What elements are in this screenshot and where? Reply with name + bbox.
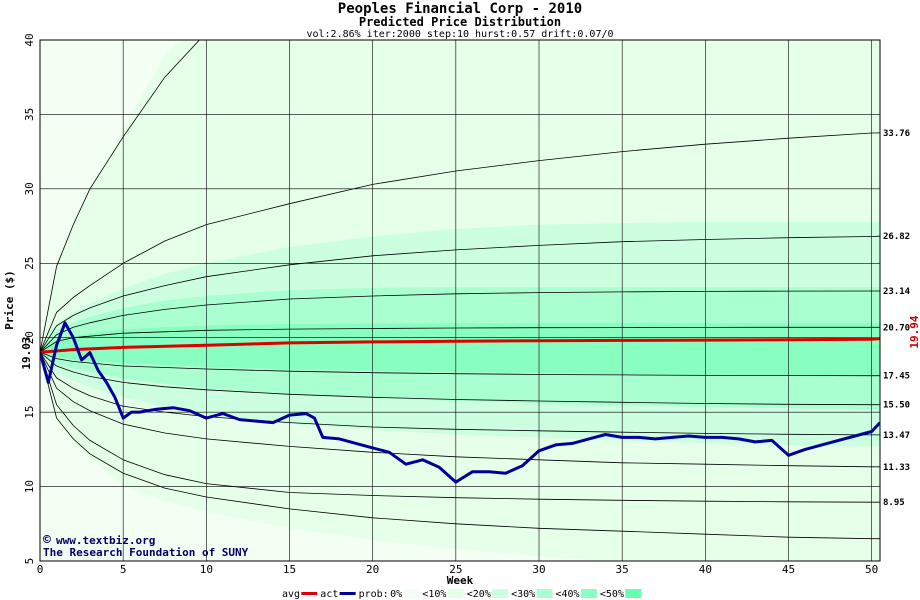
prob-line-4 <box>40 326 880 353</box>
legend-swatch-8 <box>625 589 642 598</box>
right-label-0: 33.76 <box>883 129 910 139</box>
legend-item-8: <50% <box>600 589 624 600</box>
y-tick-25: 25 <box>23 257 36 270</box>
legend-swatch-act <box>339 592 356 595</box>
right-label-4: 17.45 <box>883 372 910 382</box>
end-price-label: 19.94 <box>908 315 920 348</box>
probability-lines <box>40 40 880 540</box>
prob-line-9 <box>40 352 880 540</box>
prob-line-6 <box>40 351 880 406</box>
legend-item-0: avg <box>282 589 300 600</box>
legend-swatch-3 <box>403 589 420 598</box>
credit: © www.textbiz.org The Research Foundatio… <box>43 533 249 559</box>
x-tick-35: 35 <box>616 563 629 576</box>
legend-item-3: 0% <box>390 589 402 600</box>
y-tick-15: 15 <box>23 406 36 419</box>
legend-item-4: <10% <box>422 589 446 600</box>
chart-params: vol:2.86% iter:2000 step:10 hurst:0.57 d… <box>306 29 613 40</box>
right-value-labels: 33.76 26.82 23.14 20.70 17.45 15.50 13.47 11.33… <box>883 129 911 508</box>
x-tick-10: 10 <box>200 563 213 576</box>
right-label-5: 15.50 <box>883 401 910 411</box>
x-tick-labels: 0 5 10 15 20 25 30 35 40 45 50 <box>37 563 879 576</box>
x-tick-0: 0 <box>37 563 44 576</box>
credit-org: The Research Foundation of SUNY <box>43 546 249 559</box>
right-label-8: 8.95 <box>883 498 905 508</box>
y-tick-5: 5 <box>23 558 36 565</box>
probability-bands <box>40 40 880 561</box>
prob-line-1 <box>40 132 880 353</box>
right-label-6: 13.47 <box>883 431 910 441</box>
y-tick-10: 10 <box>23 480 36 493</box>
x-tick-20: 20 <box>366 563 379 576</box>
right-label-2: 23.14 <box>883 287 911 297</box>
prob-line-7 <box>40 351 880 436</box>
right-label-3: 20.70 <box>883 323 910 333</box>
y-tick-30: 30 <box>23 182 36 195</box>
legend-swatch-5 <box>492 589 509 598</box>
legend-swatch-7 <box>580 589 597 598</box>
series-act-line <box>40 321 880 484</box>
x-tick-15: 15 <box>283 563 296 576</box>
legend-swatch-4 <box>447 589 464 598</box>
legend-item-2: prob: <box>359 589 389 600</box>
prob-line-3 <box>40 290 880 353</box>
legend-item-5: <20% <box>467 589 491 600</box>
legend: avg act prob: 0% <10% <20% <30% <40% <50% <box>282 589 642 600</box>
y-tick-labels: 5 10 15 20 25 30 35 40 <box>23 33 36 564</box>
right-label-1: 26.82 <box>883 232 910 242</box>
legend-item-6: <30% <box>511 589 535 600</box>
y-tick-35: 35 <box>23 108 36 121</box>
legend-item-7: <40% <box>556 589 580 600</box>
legend-item-1: act <box>320 589 338 600</box>
series-avg-line <box>40 337 880 354</box>
legend-swatch-avg <box>301 592 318 595</box>
x-tick-25: 25 <box>449 563 462 576</box>
prob-line-2 <box>40 235 880 353</box>
y-axis-label: Price ($) <box>3 270 16 330</box>
copyright-symbol: © <box>43 533 51 548</box>
y-tick-20: 20 <box>23 331 36 344</box>
prob-line-10 <box>40 352 880 503</box>
x-tick-30: 30 <box>532 563 545 576</box>
chart-subtitle: Predicted Price Distribution <box>359 15 561 29</box>
y-tick-40: 40 <box>23 33 36 46</box>
x-tick-45: 45 <box>782 563 795 576</box>
x-tick-50: 50 <box>865 563 878 576</box>
plot-frame <box>39 39 881 562</box>
x-tick-40: 40 <box>699 563 712 576</box>
x-tick-5: 5 <box>120 563 127 576</box>
start-price-label: 19.03 <box>20 336 33 369</box>
prob-line-0 <box>40 40 200 353</box>
chart-title: Peoples Financial Corp - 2010 <box>338 1 582 17</box>
legend-swatch-6 <box>536 589 553 598</box>
x-axis-label: Week <box>447 574 474 587</box>
prob-line-5 <box>40 351 880 377</box>
credit-url: www.textbiz.org <box>56 534 155 547</box>
series-lines <box>40 321 880 484</box>
prob-band-4 <box>40 323 880 377</box>
prob-line-8 <box>40 352 880 468</box>
right-label-7: 11.33 <box>883 463 910 473</box>
